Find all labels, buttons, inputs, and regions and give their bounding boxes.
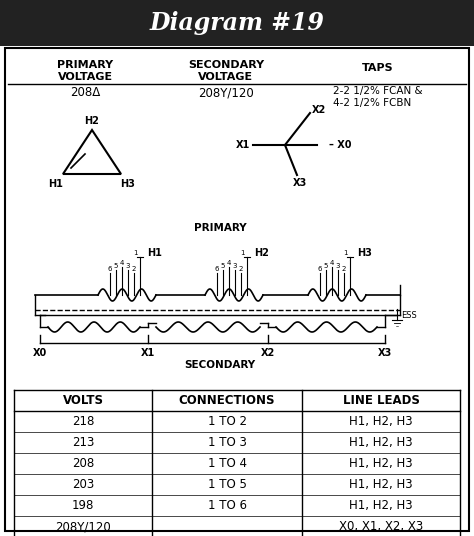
Text: Diagram #19: Diagram #19 bbox=[149, 11, 325, 35]
Text: 2: 2 bbox=[342, 266, 346, 272]
Text: H3: H3 bbox=[120, 179, 136, 189]
Text: X1: X1 bbox=[236, 140, 250, 150]
Text: 208Y/120: 208Y/120 bbox=[198, 86, 254, 100]
Text: 4: 4 bbox=[120, 260, 124, 266]
Text: 6: 6 bbox=[318, 266, 322, 272]
Text: 5: 5 bbox=[221, 263, 225, 269]
Text: H2: H2 bbox=[254, 248, 269, 258]
Text: X3: X3 bbox=[293, 178, 307, 188]
Text: – X0: – X0 bbox=[329, 140, 352, 150]
Text: 2: 2 bbox=[132, 266, 136, 272]
Text: 5: 5 bbox=[324, 263, 328, 269]
Text: 1: 1 bbox=[343, 250, 347, 256]
Text: 1 TO 2: 1 TO 2 bbox=[208, 415, 246, 428]
Bar bbox=[0, 0, 474, 46]
Text: X2: X2 bbox=[261, 348, 275, 358]
Text: VOLTS: VOLTS bbox=[63, 394, 103, 407]
Text: H1, H2, H3: H1, H2, H3 bbox=[349, 457, 413, 470]
Text: H1, H2, H3: H1, H2, H3 bbox=[349, 415, 413, 428]
Text: 3: 3 bbox=[233, 263, 237, 269]
Text: 208Δ: 208Δ bbox=[70, 86, 100, 100]
Text: H2: H2 bbox=[84, 116, 100, 126]
Text: 1: 1 bbox=[133, 250, 137, 256]
Text: 2: 2 bbox=[239, 266, 243, 272]
Text: 1 TO 5: 1 TO 5 bbox=[208, 478, 246, 491]
Text: X0, X1, X2, X3: X0, X1, X2, X3 bbox=[339, 520, 423, 533]
Text: X3: X3 bbox=[378, 348, 392, 358]
Text: SECONDARY
VOLTAGE: SECONDARY VOLTAGE bbox=[188, 60, 264, 82]
Text: SECONDARY: SECONDARY bbox=[184, 360, 255, 370]
Text: 1: 1 bbox=[240, 250, 244, 256]
Text: H1: H1 bbox=[147, 248, 162, 258]
Text: 3: 3 bbox=[336, 263, 340, 269]
Text: 208: 208 bbox=[72, 457, 94, 470]
Text: H1, H2, H3: H1, H2, H3 bbox=[349, 436, 413, 449]
Text: 2-2 1/2% FCAN &
4-2 1/2% FCBN: 2-2 1/2% FCAN & 4-2 1/2% FCBN bbox=[333, 86, 423, 108]
Text: 198: 198 bbox=[72, 499, 94, 512]
Text: H1, H2, H3: H1, H2, H3 bbox=[349, 478, 413, 491]
Text: 208Y/120: 208Y/120 bbox=[55, 520, 111, 533]
Text: TAPS: TAPS bbox=[362, 63, 394, 73]
Text: 6: 6 bbox=[215, 266, 219, 272]
Text: PRIMARY
VOLTAGE: PRIMARY VOLTAGE bbox=[57, 60, 113, 82]
Text: 1 TO 3: 1 TO 3 bbox=[208, 436, 246, 449]
Text: CONNECTIONS: CONNECTIONS bbox=[179, 394, 275, 407]
Text: 203: 203 bbox=[72, 478, 94, 491]
Text: LINE LEADS: LINE LEADS bbox=[343, 394, 419, 407]
Text: 5: 5 bbox=[114, 263, 118, 269]
Text: H1, H2, H3: H1, H2, H3 bbox=[349, 499, 413, 512]
Text: H1: H1 bbox=[48, 179, 64, 189]
Text: 1 TO 6: 1 TO 6 bbox=[208, 499, 246, 512]
Text: 1 TO 4: 1 TO 4 bbox=[208, 457, 246, 470]
Text: H3: H3 bbox=[357, 248, 372, 258]
Text: X1: X1 bbox=[141, 348, 155, 358]
Text: X0: X0 bbox=[33, 348, 47, 358]
Text: 4: 4 bbox=[330, 260, 334, 266]
Text: ESS: ESS bbox=[401, 310, 417, 319]
Text: PRIMARY: PRIMARY bbox=[194, 223, 246, 233]
Text: X2: X2 bbox=[312, 105, 326, 115]
Text: 6: 6 bbox=[108, 266, 112, 272]
Text: 3: 3 bbox=[126, 263, 130, 269]
Text: 218: 218 bbox=[72, 415, 94, 428]
Text: 213: 213 bbox=[72, 436, 94, 449]
Text: 4: 4 bbox=[227, 260, 231, 266]
